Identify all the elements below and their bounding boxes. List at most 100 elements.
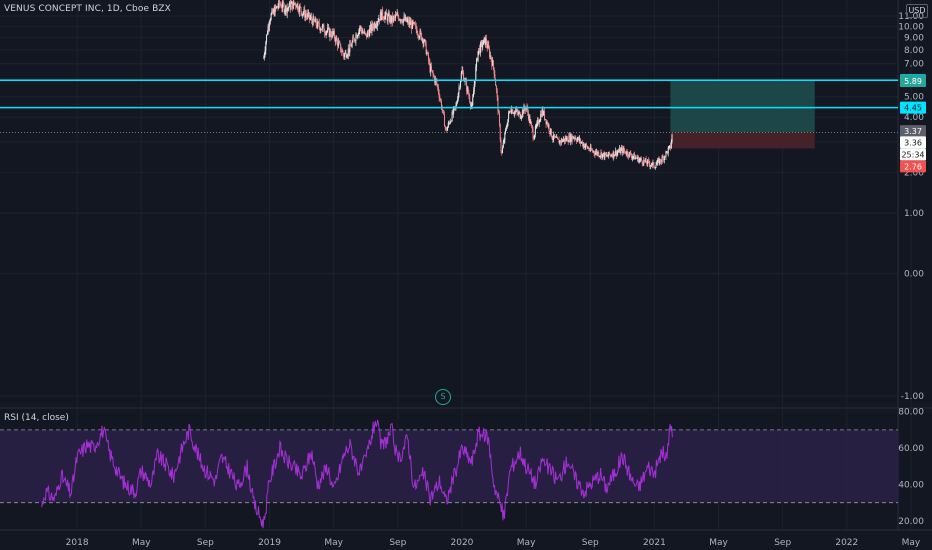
candle-body [511, 109, 513, 114]
candle-body [458, 87, 460, 94]
candle-body [432, 71, 434, 75]
candle-body [409, 20, 411, 25]
candle-body [411, 20, 413, 29]
time-tick-label: May [517, 538, 536, 548]
candle-body [485, 38, 487, 45]
horizontal-lines[interactable] [0, 79, 898, 109]
candle-body [457, 93, 459, 101]
candle-body [422, 38, 424, 44]
candle-body [401, 21, 403, 23]
rsi-axis[interactable]: 20.00 40.00 60.00 80.00 [898, 408, 924, 527]
candle-body [321, 29, 323, 31]
candle-body [506, 125, 508, 128]
candle-body [501, 150, 503, 153]
candle-body [277, 6, 279, 8]
candle-body [478, 48, 480, 52]
split-event-icon[interactable]: S [435, 389, 451, 405]
candle-body [483, 37, 485, 40]
currency-button[interactable]: USD [906, 4, 928, 18]
candle-body [398, 19, 400, 21]
candle-body [589, 149, 591, 151]
candle-body [598, 152, 600, 157]
candle-body [499, 124, 501, 141]
candle-body [320, 29, 322, 31]
last-price-label: 3.36 [904, 138, 922, 147]
candle-body [627, 151, 629, 156]
time-tick-label: 2018 [66, 538, 89, 548]
candle-body [496, 90, 498, 97]
candle-body [531, 122, 533, 126]
candle-body [573, 137, 575, 139]
rsi-tick-label: 60.00 [898, 444, 924, 454]
candle-body [340, 51, 342, 53]
candle-body [532, 129, 534, 139]
rsi-indicator-title[interactable]: RSI (14, close) [4, 413, 69, 423]
symbol-title[interactable]: VENUS CONCEPT INC, 1D, Cboe BZX [4, 4, 171, 14]
candle-body [497, 96, 499, 112]
candle-body [291, 1, 293, 4]
candle-body [586, 145, 588, 149]
candle-body [634, 157, 636, 160]
candle-body [639, 159, 641, 161]
candle-body [518, 112, 520, 114]
candle-body [567, 141, 569, 143]
candle-body [301, 13, 303, 16]
time-axis[interactable]: 2018 May Sep 2019 May Sep 2020 May Sep 2021 May Sep… [66, 538, 921, 548]
candle-body [466, 87, 468, 91]
candle-body [390, 16, 392, 23]
candle-body [610, 154, 612, 156]
candle-body [663, 156, 665, 161]
target-price-label: 5.89 [904, 77, 922, 86]
candle-body [555, 136, 557, 138]
candle-body [449, 122, 451, 124]
candle-body [397, 13, 399, 17]
price-pane[interactable] [0, 0, 898, 170]
candle-body [353, 37, 355, 39]
time-tick-label: May [324, 538, 343, 548]
candle-body [671, 134, 673, 142]
candle-body [399, 19, 401, 21]
candle-body [295, 3, 297, 6]
long-position-tool[interactable] [670, 80, 815, 149]
candle-body [467, 87, 469, 94]
time-tick-label: 2022 [835, 538, 858, 548]
candle-body [424, 39, 426, 42]
candle-body [293, 0, 295, 4]
candle-body [471, 105, 473, 106]
candle-body [281, 7, 283, 9]
candle-body [300, 7, 302, 12]
candle-body [517, 111, 519, 114]
countdown-price-label-box [900, 148, 926, 161]
price-tick-label: 0.00 [904, 270, 924, 280]
candle-body [321, 25, 323, 30]
candle-body [363, 31, 365, 34]
rsi-pane[interactable] [0, 419, 898, 529]
candle-body [313, 16, 315, 21]
candle-body [484, 37, 486, 45]
candle-body [509, 111, 511, 112]
candle-body [436, 81, 438, 85]
candle-body [329, 30, 331, 37]
candle-body [410, 22, 412, 25]
candle-body [264, 50, 266, 55]
candle-body [633, 153, 635, 157]
candle-body [615, 150, 617, 156]
candle-body [637, 156, 639, 159]
candle-body [661, 156, 663, 162]
candle-body [266, 34, 268, 43]
candle-body [468, 93, 470, 97]
candle-body [621, 147, 623, 153]
candle-body [361, 29, 363, 34]
candle-body [635, 157, 637, 159]
candle-body [533, 138, 535, 140]
candle-body [518, 112, 520, 114]
candle-body [266, 33, 268, 35]
candle-body [608, 151, 610, 155]
candle-body [448, 122, 450, 124]
candle-body [365, 33, 367, 35]
candle-body [645, 158, 647, 163]
candle-body [353, 38, 355, 41]
candle-body [431, 66, 433, 71]
candle-body [665, 151, 667, 157]
